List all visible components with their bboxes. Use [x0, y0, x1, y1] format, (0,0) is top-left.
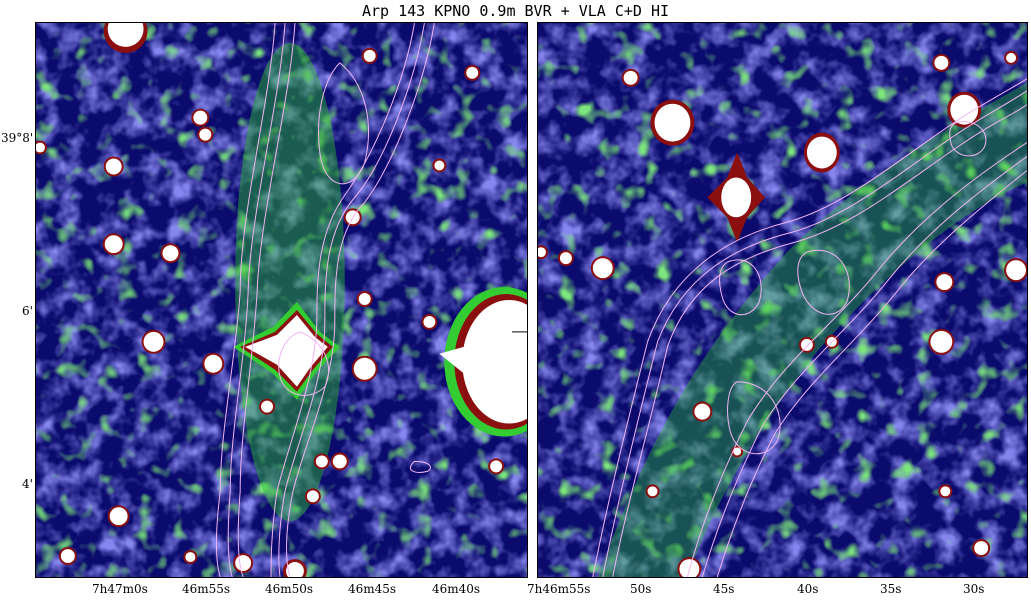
x-tick-label-right-5: 35s	[880, 582, 902, 596]
right-star-c	[803, 132, 840, 173]
left-hi-contours	[216, 23, 435, 577]
left-stars	[36, 23, 505, 577]
left-image-canvas	[36, 23, 527, 577]
x-tick-label-right-4: 40s	[797, 582, 819, 596]
x-tick-label-left-1: 7h47m0s	[92, 582, 148, 596]
left-green-band	[235, 42, 345, 522]
left-image-panel	[35, 22, 528, 578]
left-noise-green	[36, 23, 527, 577]
x-tick-label-right-1: 7h46m55s	[527, 582, 591, 596]
figure-title: Arp 143 KPNO 0.9m BVR + VLA C+D HI	[361, 2, 670, 20]
right-star-a	[707, 152, 766, 243]
y-tick-label-4: 4'	[22, 477, 33, 491]
right-green-band	[597, 82, 1027, 577]
x-tick-label-right-3: 45s	[713, 582, 735, 596]
right-image-canvas	[538, 23, 1027, 577]
y-tick-label-6: 6'	[22, 304, 33, 318]
y-tick-label-8: 39°8'	[1, 131, 34, 145]
left-central-star	[233, 301, 340, 400]
right-hi-contours	[592, 78, 1027, 577]
x-tick-label-left-2: 46m55s	[182, 582, 231, 596]
right-image-panel	[537, 22, 1028, 578]
x-tick-label-right-6: 30s	[963, 582, 985, 596]
right-star-d	[947, 91, 982, 128]
x-tick-label-left-5: 46m40s	[432, 582, 481, 596]
x-tick-label-right-2: 50s	[630, 582, 652, 596]
x-tick-label-left-3: 46m50s	[265, 582, 314, 596]
left-bright-galaxy	[439, 287, 527, 437]
x-tick-label-left-4: 46m45s	[348, 582, 397, 596]
right-star-b	[650, 99, 695, 146]
